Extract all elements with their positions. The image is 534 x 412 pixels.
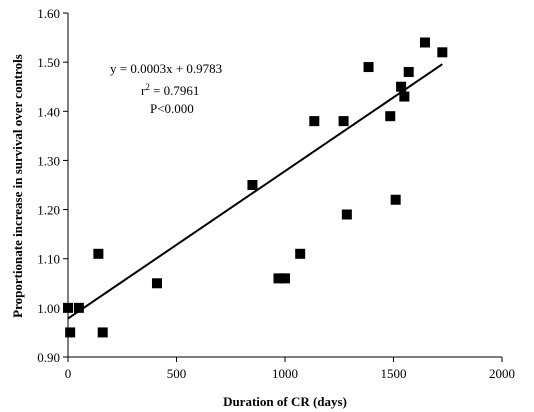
- data-point: [280, 273, 290, 284]
- data-point: [97, 327, 108, 338]
- x-tick-label: 0: [65, 366, 72, 381]
- x-tick-label: 1500: [381, 366, 407, 381]
- data-point: [309, 116, 320, 127]
- r-squared-value: = 0.7961: [150, 83, 200, 98]
- data-point: [363, 62, 374, 73]
- x-tick-label: 500: [167, 366, 187, 381]
- y-tick-label: 1.00: [37, 301, 60, 316]
- data-point: [63, 302, 73, 313]
- data-point: [247, 180, 258, 190]
- data-point: [273, 273, 284, 284]
- data-point: [396, 81, 407, 92]
- data-point: [390, 194, 401, 205]
- y-tick-label: 1.10: [37, 252, 60, 267]
- data-point: [295, 248, 306, 259]
- data-point: [419, 37, 430, 48]
- data-point: [385, 111, 396, 122]
- y-tick-label: 1.40: [37, 104, 60, 119]
- data-point: [403, 66, 414, 77]
- data-point: [65, 327, 76, 338]
- x-tick-label: 2000: [489, 366, 515, 381]
- trendline: [67, 63, 443, 320]
- y-axis-title: Proportionate increase in survival over …: [10, 54, 25, 318]
- data-point: [338, 116, 349, 127]
- data-point: [73, 302, 84, 313]
- y-tick-label: 1.20: [37, 203, 60, 218]
- p-value-label: P<0.000: [150, 101, 194, 116]
- y-tick-label: 0.90: [37, 350, 60, 365]
- data-points: [63, 37, 448, 338]
- x-tick-label: 1000: [272, 366, 298, 381]
- y-tick-label: 1.30: [37, 153, 60, 168]
- data-point: [93, 248, 104, 259]
- y-tick-label: 1.50: [37, 55, 60, 70]
- r-squared-label: r2 = 0.7961: [141, 82, 199, 98]
- data-point: [437, 47, 448, 58]
- y-tick-label: 1.60: [37, 6, 60, 21]
- trendline-group: [67, 63, 443, 320]
- y-axis: 0.90 1.00 1.10 1.20 1.30 1.40 1.50 1.60: [37, 6, 69, 365]
- x-axis: 0 500 1000 1500 2000: [65, 356, 515, 381]
- data-point: [151, 278, 162, 289]
- r-squared-base: r: [141, 83, 146, 98]
- r-squared-exponent: 2: [145, 82, 150, 92]
- data-point: [399, 91, 410, 102]
- data-point: [341, 209, 352, 220]
- equation-label: y = 0.0003x + 0.9783: [110, 61, 222, 76]
- x-axis-title: Duration of CR (days): [223, 394, 347, 409]
